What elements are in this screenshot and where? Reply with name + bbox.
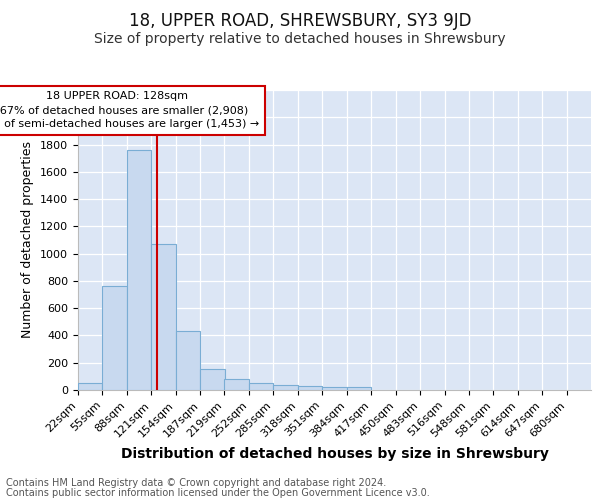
Bar bbox=[176, 332, 200, 390]
X-axis label: Distribution of detached houses by size in Shrewsbury: Distribution of detached houses by size … bbox=[121, 447, 548, 461]
Bar bbox=[347, 388, 371, 390]
Bar bbox=[322, 388, 347, 390]
Text: 18 UPPER ROAD: 128sqm
← 67% of detached houses are smaller (2,908)
33% of semi-d: 18 UPPER ROAD: 128sqm ← 67% of detached … bbox=[0, 92, 259, 130]
Bar bbox=[273, 384, 298, 390]
Bar bbox=[249, 383, 273, 390]
Text: 18, UPPER ROAD, SHREWSBURY, SY3 9JD: 18, UPPER ROAD, SHREWSBURY, SY3 9JD bbox=[129, 12, 471, 30]
Bar bbox=[200, 369, 225, 390]
Text: Contains HM Land Registry data © Crown copyright and database right 2024.: Contains HM Land Registry data © Crown c… bbox=[6, 478, 386, 488]
Bar bbox=[224, 379, 249, 390]
Bar bbox=[127, 150, 151, 390]
Bar bbox=[298, 386, 322, 390]
Bar bbox=[103, 286, 127, 390]
Text: Contains public sector information licensed under the Open Government Licence v3: Contains public sector information licen… bbox=[6, 488, 430, 498]
Y-axis label: Number of detached properties: Number of detached properties bbox=[22, 142, 34, 338]
Bar bbox=[78, 383, 103, 390]
Bar bbox=[151, 244, 176, 390]
Text: Size of property relative to detached houses in Shrewsbury: Size of property relative to detached ho… bbox=[94, 32, 506, 46]
